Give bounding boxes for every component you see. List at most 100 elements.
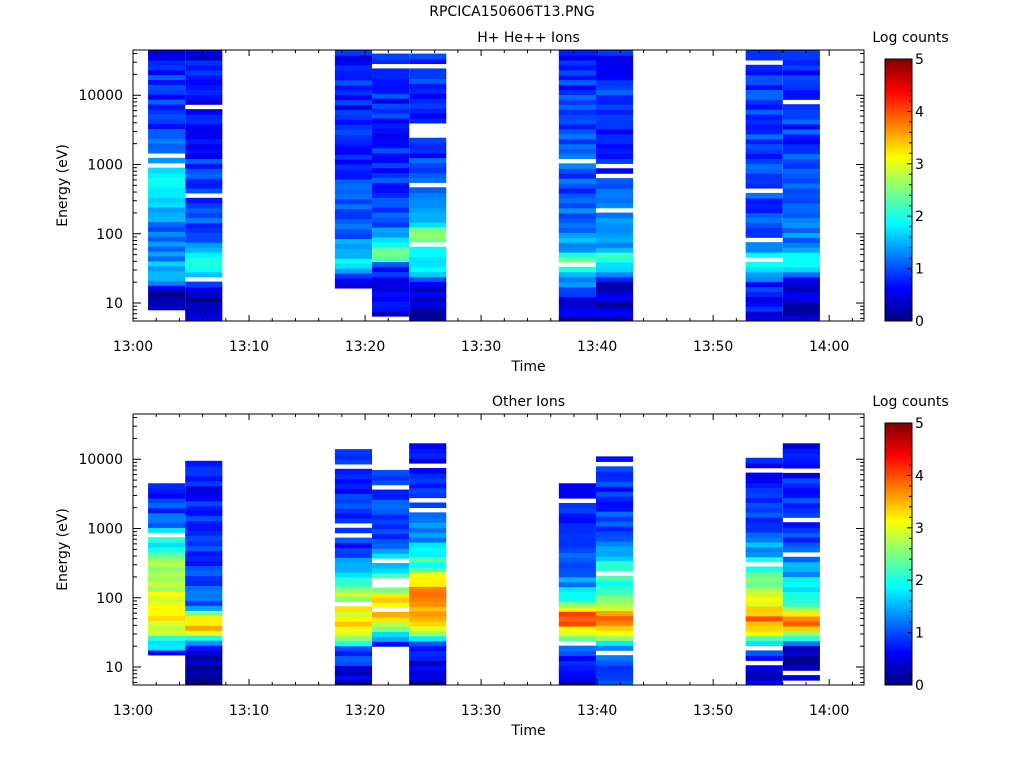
panel1-col5-bin (409, 192, 447, 198)
panel2-col5-bin (409, 546, 447, 553)
panel1-col4-bin (372, 88, 410, 94)
panel2-col2-bin (185, 600, 223, 606)
panel2-col5-bin (409, 645, 447, 652)
panel1-col8-bin (745, 311, 783, 317)
panel1-col7-bin (595, 217, 634, 224)
panel2-col6-bin (558, 596, 596, 602)
panel1-col1-bin (148, 226, 186, 232)
panel2-col6-bin (558, 586, 596, 593)
panel1-col4-bin (372, 296, 410, 302)
panel1-xtick-label: 13:50 (693, 339, 733, 355)
panel1-col7-bin (595, 133, 634, 140)
panel1-data (148, 50, 820, 321)
panel2-col8-bin (745, 670, 783, 676)
panel1-col5-bin (409, 152, 447, 159)
panel1-col3-bin (334, 104, 373, 111)
panel2-xtick-label: 13:30 (461, 703, 501, 719)
panel1-col5-bin (409, 167, 447, 174)
panel1-col8-bin (745, 84, 783, 91)
panel1-col3-bin (334, 273, 373, 279)
panel2-col9-bin (782, 443, 820, 449)
panel2-col1-bin (148, 517, 186, 524)
panel2-col7-bin (595, 565, 634, 572)
panel1-col9-bin (782, 133, 820, 140)
panel1-col3-bin (334, 124, 373, 130)
panel1-col3-bin (334, 109, 373, 116)
panel1-col5-bin (409, 311, 447, 317)
panel2-col6-bin (558, 547, 596, 553)
panel1-col8-bin (745, 276, 783, 283)
panel2-col3-bin (334, 552, 373, 558)
panel2-col7-bin (595, 516, 634, 522)
panel2-col2-bin (185, 560, 223, 567)
panel1-col6-bin (558, 222, 596, 228)
panel1-col7-bin (595, 222, 634, 228)
panel2-col9-bin (782, 448, 820, 454)
panel2-col9-bin (782, 546, 820, 553)
panel1-col1-bin (148, 123, 186, 130)
panel2-col3-bin (334, 675, 373, 681)
panel2-col5-bin (409, 571, 447, 578)
panel1-col2-bin (185, 118, 223, 125)
panel1-col4-bin (372, 192, 410, 198)
panel2-col7-bin (595, 655, 634, 661)
panel1-col4-bin (372, 226, 410, 233)
panel2-col1-bin (148, 551, 186, 558)
panel2-col7-bin (595, 610, 634, 617)
panel2-col1-bin (148, 615, 186, 622)
panel1-col8-bin (745, 138, 783, 145)
panel2-col9-bin (782, 512, 820, 518)
panel1-col6-bin (558, 252, 596, 258)
panel2-col4-bin (372, 479, 410, 486)
panel1-col3-bin (334, 213, 373, 220)
panel1-col2-bin (185, 128, 223, 135)
panel2-col7-bin (595, 456, 634, 462)
panel1-col5-bin (409, 162, 447, 169)
panel2-col4-bin (372, 602, 410, 608)
panel1-col8-bin (745, 192, 783, 199)
panel1-col6-bin (558, 89, 596, 95)
panel1-col4-bin (372, 157, 410, 164)
panel1-col8-bin (745, 301, 783, 307)
panel2-ylabel: Energy (eV) (55, 508, 71, 591)
panel1-col1-bin (148, 64, 186, 71)
panel1-colorbar-tick-label: 1 (915, 262, 924, 278)
panel1-col5-bin (409, 296, 447, 302)
panel1-col4-bin (372, 177, 410, 183)
panel1-col8-bin (745, 99, 783, 105)
panel1-col4-bin (372, 103, 410, 109)
panel1-col5-bin (409, 98, 447, 104)
panel1-colorbar-tick-label: 4 (915, 104, 924, 120)
panel2-col6-bin (558, 571, 596, 578)
panel1-col8-bin (745, 252, 783, 258)
panel1-col5-bin (409, 117, 447, 124)
panel1-col8-bin (745, 271, 783, 278)
panel1-col8-bin (745, 286, 783, 293)
panel1-col7-bin (595, 276, 634, 283)
panel1-col7-bin (595, 232, 634, 238)
panel1-col2-bin (185, 69, 223, 76)
panel2-col6-bin (558, 502, 596, 509)
panel1-col3-bin (334, 268, 373, 274)
panel1-col2-bin (185, 143, 223, 150)
panel1-col7-bin (595, 153, 634, 159)
panel1-col4-bin (372, 112, 410, 119)
panel2-col3-bin (334, 660, 373, 666)
panel1-col4-bin (372, 276, 410, 282)
panel1-col2-bin (185, 187, 223, 194)
panel2-col7-bin (595, 620, 634, 626)
panel2-col5-bin (409, 527, 447, 533)
panel1-col6-bin (558, 168, 596, 174)
panel1-col6-bin (558, 94, 596, 100)
panel1-col1-bin (148, 79, 186, 85)
panel2-col3-bin (334, 635, 373, 642)
panel1-col3-bin (334, 54, 373, 61)
panel2-col5-bin (409, 482, 447, 489)
panel2-col3-bin (334, 517, 373, 524)
panel1-col3-bin (334, 263, 373, 269)
panel2-col2-bin (185, 515, 223, 522)
panel1-col8-bin (745, 158, 783, 164)
panel2-col3-bin (334, 576, 373, 583)
panel2-col4-bin (372, 504, 410, 510)
panel2-col1-bin (148, 581, 186, 587)
